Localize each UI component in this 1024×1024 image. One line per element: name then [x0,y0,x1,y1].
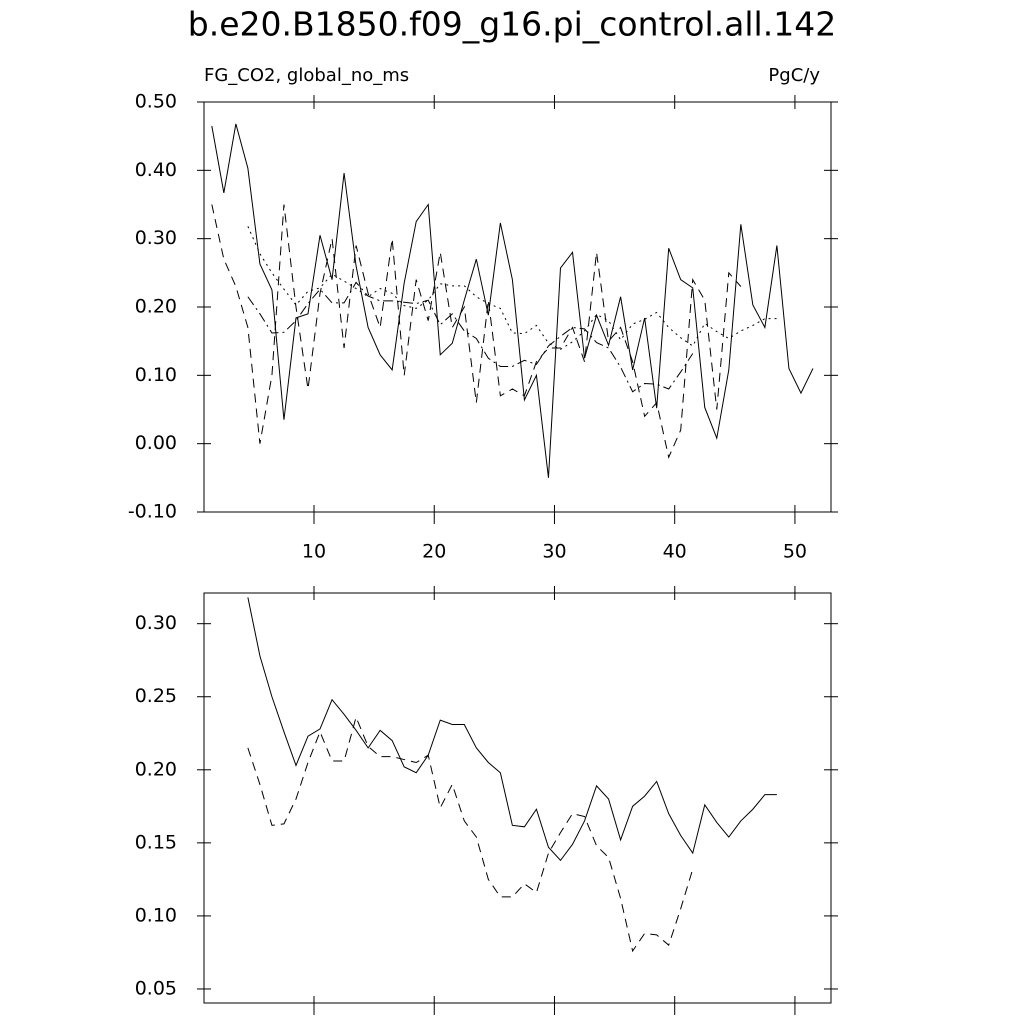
y-tick-label: -0.10 [128,501,177,523]
series-line [247,715,694,953]
y-tick-label: 0.50 [135,91,177,113]
right-subtitle: PgC/y [768,65,820,86]
y-tick-label: 0.30 [135,227,177,249]
y-tick-label: 0.10 [135,364,177,386]
y-tick-label: 0.00 [135,432,177,454]
plot-frame [203,592,832,1004]
y-tick-label: 0.10 [135,904,177,926]
x-tick-label: 40 [663,541,687,563]
y-tick-label: 0.15 [135,831,177,853]
y-tick-label: 0.20 [135,758,177,780]
plot-frame [203,101,832,513]
series-line [247,597,777,862]
series-line [211,123,814,478]
series-line [211,204,742,459]
x-tick-label: 10 [302,541,326,563]
x-tick-label: 50 [783,541,807,563]
x-tick-label: 30 [542,541,566,563]
x-tick-label: 20 [422,541,446,563]
figure-title: b.e20.B1850.f09_g16.pi_control.all.142 [188,5,836,44]
y-tick-label: 0.40 [135,159,177,181]
y-tick-label: 0.25 [135,685,177,707]
series-line [247,281,694,393]
left-subtitle: FG_CO2, global_no_ms [204,65,409,86]
y-tick-label: 0.20 [135,296,177,318]
y-tick-label: 0.05 [135,977,177,999]
y-tick-label: 0.30 [135,612,177,634]
